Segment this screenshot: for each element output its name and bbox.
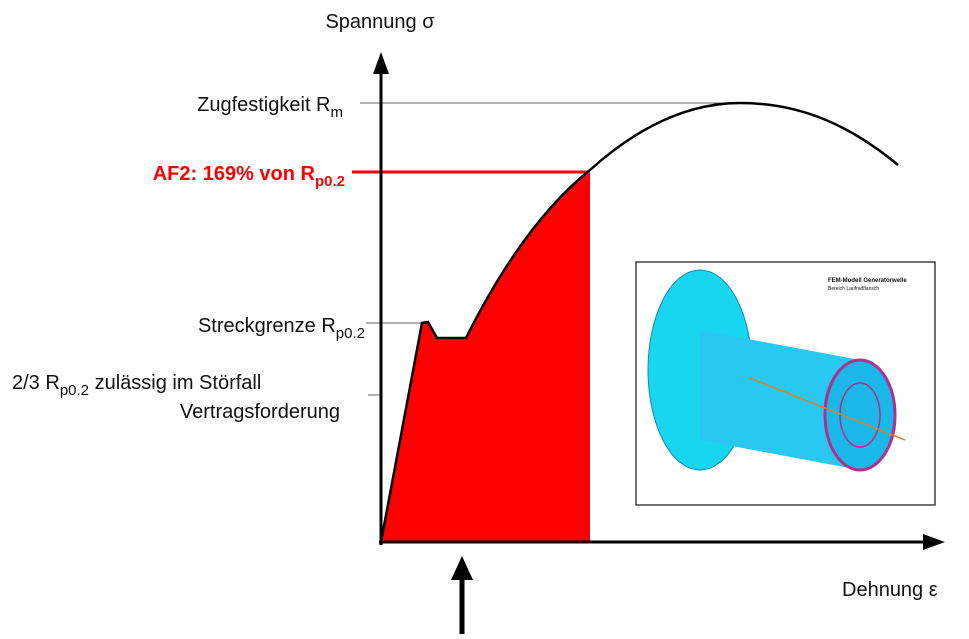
y-axis-arrow xyxy=(373,52,389,74)
allowed-label-line2: Vertragsforderung xyxy=(180,401,340,423)
allowed-sub: p0.2 xyxy=(60,382,89,399)
rp-label: Streckgrenze Rp0.2 xyxy=(198,315,365,342)
fem-inset: FEM-Modell Generatorwelle Bereich Laufra… xyxy=(636,262,935,505)
pointer-arrow-head xyxy=(451,556,473,580)
allowed-text: 2/3 R xyxy=(12,372,60,394)
x-axis-label: Dehnung ε xyxy=(842,579,938,601)
rp-sub: p0.2 xyxy=(336,325,365,342)
inset-subtitle: Bereich Laufradflansch xyxy=(828,286,879,292)
inset-title: FEM-Modell Generatorwelle xyxy=(828,278,907,284)
af2-label: AF2: 169% von Rp0.2 xyxy=(153,163,345,190)
af2-text: AF2: 169% von R xyxy=(153,163,316,185)
y-axis-label: Spannung σ xyxy=(325,11,435,33)
rm-text: Zugfestigkeit R xyxy=(197,94,330,116)
rp-text: Streckgrenze R xyxy=(198,315,336,337)
stress-strain-diagram: Spannung σ Dehnung ε Zugfestigkeit Rm AF… xyxy=(0,0,969,634)
x-axis-arrow xyxy=(923,534,945,550)
allowed-label: 2/3 Rp0.2 zulässig im Störfall xyxy=(12,372,261,399)
af2-sub: p0.2 xyxy=(315,173,345,190)
rm-sub: m xyxy=(331,104,344,121)
utilized-area xyxy=(381,170,590,542)
rm-label: Zugfestigkeit Rm xyxy=(197,94,343,121)
allowed-rest: zulässig im Störfall xyxy=(89,372,261,394)
